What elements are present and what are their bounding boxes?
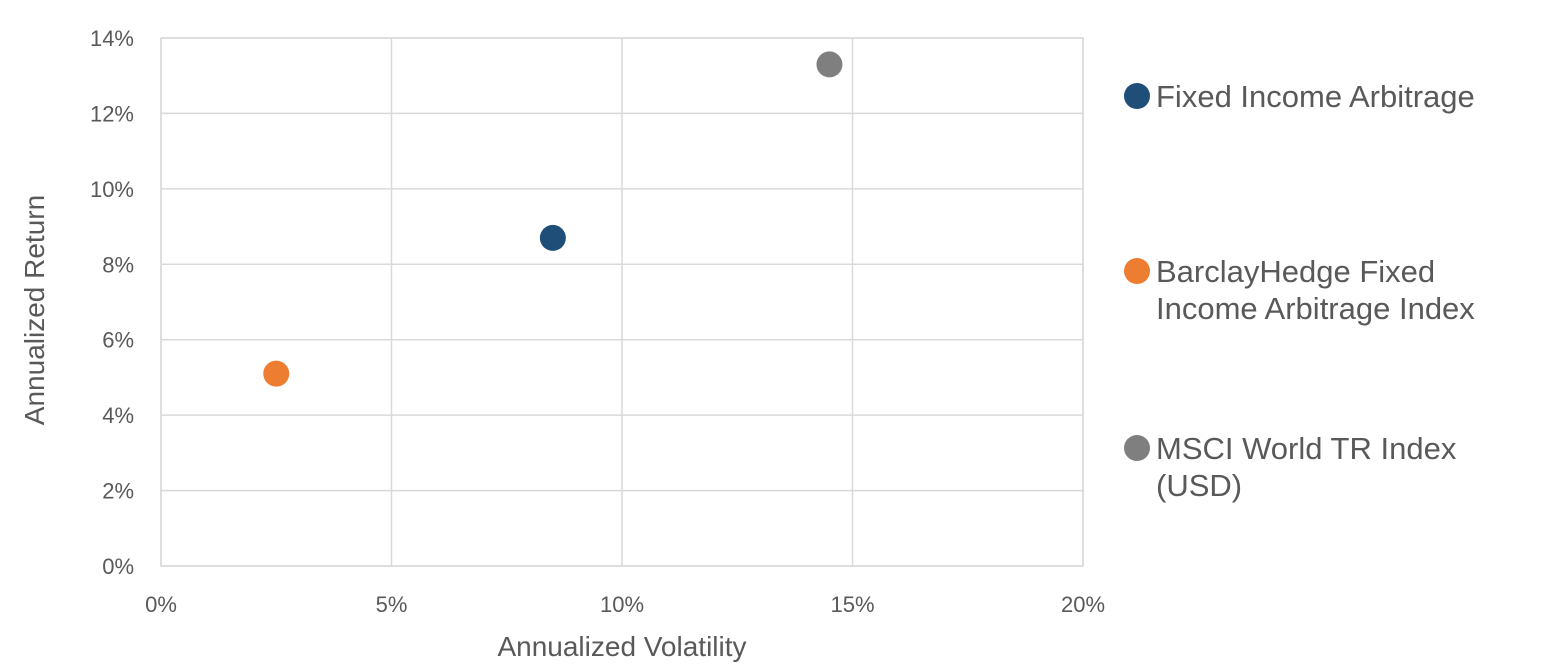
- y-tick-label: 2%: [102, 479, 134, 504]
- x-tick-label: 15%: [830, 592, 874, 617]
- chart-legend: Fixed Income Arbitrage BarclayHedge Fixe…: [1124, 0, 1543, 666]
- legend-item-msci-world[interactable]: MSCI World TR Index (USD): [1124, 430, 1536, 504]
- y-tick-label: 14%: [90, 26, 134, 51]
- y-tick-label: 10%: [90, 177, 134, 202]
- y-axis-ticks: 0% 2% 4% 6% 8% 10% 12% 14%: [90, 26, 134, 579]
- data-point-1[interactable]: [263, 360, 290, 387]
- y-tick-label: 12%: [90, 101, 134, 126]
- y-tick-label: 4%: [102, 403, 134, 428]
- x-tick-label: 5%: [376, 592, 408, 617]
- data-point-0[interactable]: [539, 224, 566, 251]
- y-axis-title: Annualized Return: [19, 195, 50, 425]
- y-tick-label: 6%: [102, 328, 134, 353]
- data-point-2[interactable]: [816, 51, 843, 78]
- x-axis-ticks: 0% 5% 10% 15% 20%: [145, 592, 1105, 617]
- legend-label: MSCI World TR Index (USD): [1156, 431, 1457, 503]
- x-tick-label: 0%: [145, 592, 177, 617]
- y-tick-label: 0%: [102, 554, 134, 579]
- data-points: [263, 51, 843, 387]
- legend-marker-dot-icon: [1124, 83, 1150, 109]
- plot-area: [160, 37, 1084, 567]
- legend-item-fixed-income-arbitrage[interactable]: Fixed Income Arbitrage: [1124, 78, 1536, 115]
- chart-grid: [160, 37, 1084, 567]
- legend-item-barclayhedge-index[interactable]: BarclayHedge Fixed Income Arbitrage Inde…: [1124, 253, 1536, 327]
- legend-label: Fixed Income Arbitrage: [1156, 79, 1475, 114]
- legend-marker-dot-icon: [1124, 258, 1150, 284]
- legend-marker-dot-icon: [1124, 435, 1150, 461]
- x-axis-title: Annualized Volatility: [497, 631, 746, 662]
- x-tick-label: 20%: [1061, 592, 1105, 617]
- x-tick-label: 10%: [600, 592, 644, 617]
- y-tick-label: 8%: [102, 252, 134, 277]
- legend-label: BarclayHedge Fixed Income Arbitrage Inde…: [1156, 254, 1475, 326]
- plot-border: [160, 37, 1084, 567]
